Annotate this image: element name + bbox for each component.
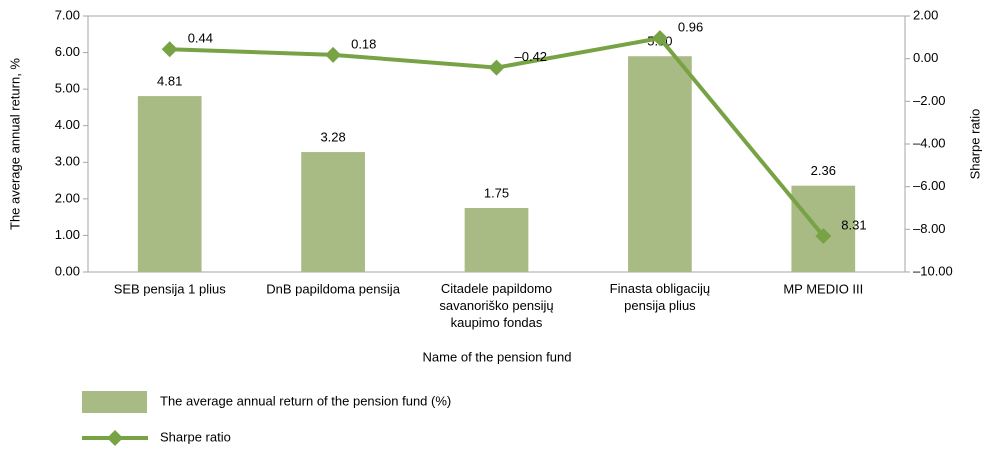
- y-tick-label: 0.00: [55, 263, 80, 278]
- y2-tick-label: –4.00: [913, 135, 946, 150]
- line-value-label: 0.18: [351, 36, 376, 51]
- bar: [464, 208, 529, 272]
- y-tick-label: 1.00: [55, 227, 80, 242]
- line-marker: [815, 227, 832, 244]
- x-tick-label: SEB pensija 1 plius: [114, 281, 227, 296]
- y2-tick-label: –8.00: [913, 221, 946, 236]
- x-tick-label: DnB papildoma pensija: [266, 281, 400, 296]
- legend-label: Sharpe ratio: [160, 429, 231, 444]
- y2-tick-label: –10.00: [913, 263, 953, 278]
- line-marker: [325, 46, 342, 63]
- bar: [301, 152, 365, 272]
- y-tick-label: 4.00: [55, 117, 80, 132]
- line-value-label: 0.44: [188, 31, 213, 46]
- x-tick-label: MP MEDIO III: [783, 281, 863, 296]
- y2-tick-label: 0.00: [913, 50, 938, 65]
- line-value-label: 8.31: [841, 217, 866, 232]
- y2-tick-label: –6.00: [913, 178, 946, 193]
- line-value-label: 0.96: [678, 20, 703, 35]
- line-value-label: –0.42: [515, 49, 548, 64]
- y2-tick-label: 2.00: [913, 7, 938, 22]
- legend-swatch: [82, 391, 147, 413]
- line-marker: [161, 41, 178, 58]
- legend-marker: [107, 430, 123, 446]
- legend-label: The average annual return of the pension…: [160, 393, 451, 408]
- x-tick-label: Citadele papildomo savanoriško pensijų kau…: [439, 281, 553, 330]
- y2-tick-label: –2.00: [913, 93, 946, 108]
- y-tick-label: 5.00: [55, 81, 80, 96]
- y-tick-label: 6.00: [55, 44, 80, 59]
- bar-value-label: 1.75: [484, 185, 509, 200]
- bar-value-label: 4.81: [157, 74, 182, 89]
- bar: [628, 56, 692, 272]
- y-tick-label: 7.00: [55, 7, 80, 22]
- line-marker: [651, 30, 668, 47]
- y-tick-label: 3.00: [55, 154, 80, 169]
- line-marker: [488, 59, 505, 76]
- x-tick-label: Finasta obligacijų pensija plius: [610, 281, 710, 313]
- y-tick-label: 2.00: [55, 190, 80, 205]
- x-axis-title: Name of the pension fund: [423, 349, 572, 364]
- bar-value-label: 2.36: [811, 163, 836, 178]
- bar-value-label: 3.28: [320, 129, 345, 144]
- y2-axis-title: Sharpe ratio: [967, 109, 982, 180]
- y-axis-title: The average annual return, %: [7, 58, 22, 230]
- bar: [137, 96, 202, 272]
